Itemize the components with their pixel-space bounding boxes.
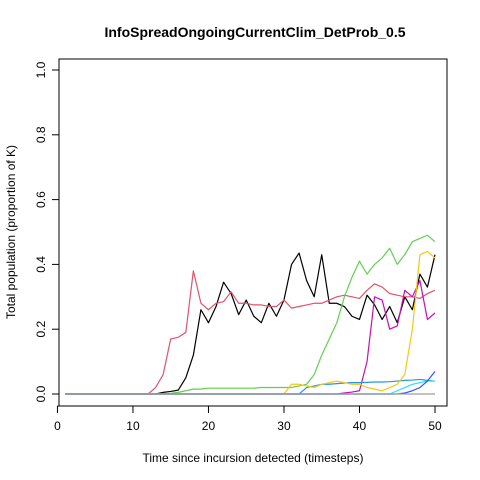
series-line-2 [65,270,436,395]
x-tick-label: 0 [54,419,61,433]
x-tick-label: 50 [428,419,442,433]
y-axis: 0.0 0.2 0.4 0.6 0.8 1.0 [34,61,60,402]
plot-frame [58,58,448,407]
y-tick-label: 1.0 [34,61,48,78]
x-tick-label: 20 [202,419,216,433]
x-tick-label: 10 [126,419,140,433]
x-tick-label: 30 [277,419,291,433]
y-tick-label: 0.2 [34,321,48,338]
x-tick-label: 40 [353,419,367,433]
chart-title: InfoSpreadOngoingCurrentClim_DetProb_0.5 [104,24,405,40]
series-line-5 [65,378,436,395]
y-tick-label: 0.6 [34,191,48,208]
y-tick-label: 0.8 [34,126,48,143]
x-axis-label: Time since incursion detected (timesteps… [143,451,364,465]
series-layer [65,234,436,395]
y-tick-label: 0.0 [34,385,48,402]
series-line-7 [65,250,436,395]
x-axis: 0 10 20 30 40 50 [54,405,442,433]
series-line-6 [65,380,435,395]
y-tick-label: 0.4 [34,256,48,273]
series-line-1 [65,252,436,395]
series-line-4 [65,280,436,395]
y-axis-label: Total population (proportion of K) [4,145,18,319]
